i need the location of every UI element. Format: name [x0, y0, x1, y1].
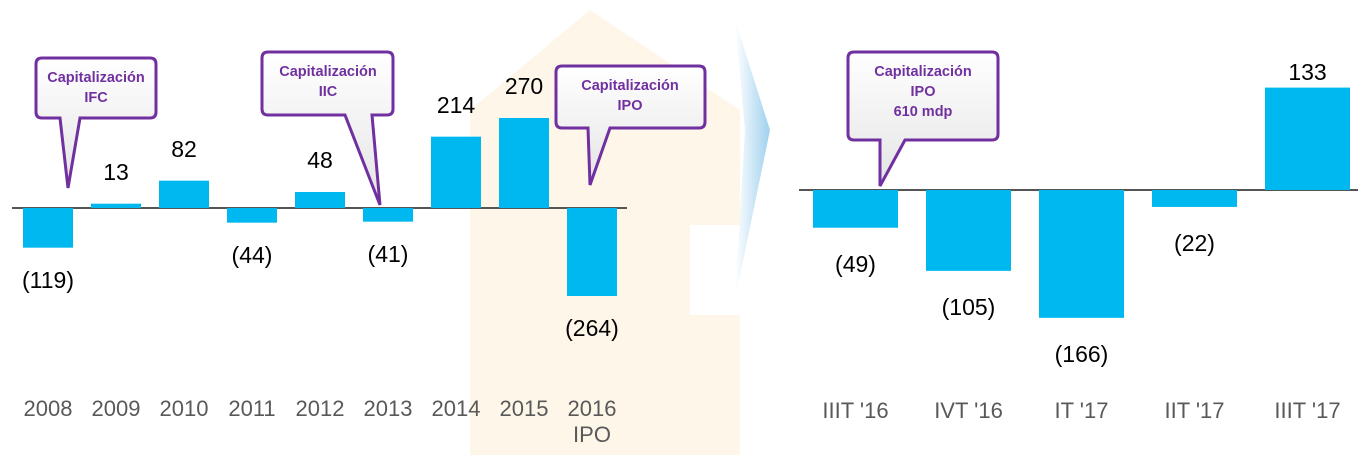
value-label: (264)	[565, 315, 619, 341]
x-tick-label: 2009	[91, 396, 141, 421]
value-label: (49)	[835, 250, 876, 277]
callout-text: IIC	[319, 84, 338, 100]
value-label: (166)	[1054, 340, 1109, 367]
value-label: (44)	[231, 241, 273, 268]
bar	[91, 203, 141, 208]
callout-text: Capitalización	[47, 70, 145, 86]
callout-text: IPO	[911, 84, 936, 100]
bar	[926, 190, 1011, 271]
value-label: 214	[436, 91, 476, 118]
x-tick-label: IIT '17	[1164, 398, 1225, 423]
background-window	[690, 225, 740, 315]
callout-text: IFC	[84, 90, 108, 106]
x-tick-label: IIIT '17	[1274, 398, 1341, 423]
x-tick-label: 2016 IPO	[567, 396, 617, 447]
value-label: 82	[171, 135, 197, 162]
callout-text: IPO	[618, 98, 643, 114]
callout-text: Capitalización	[874, 64, 972, 80]
bar	[431, 136, 481, 208]
value-label: (22)	[1174, 229, 1215, 256]
value-label: 13	[103, 158, 129, 185]
x-tick-label: 2015	[499, 396, 549, 421]
value-label: 48	[307, 147, 333, 173]
callout: Capitalización IPO 610 mdp	[846, 50, 1000, 187]
bar	[295, 192, 345, 208]
value-label: (119)	[22, 266, 74, 293]
callout: Capitalización IPO	[554, 64, 707, 186]
callout-text: 610 mdp	[894, 104, 953, 120]
value-label: (105)	[941, 293, 996, 320]
arrow-chevron	[735, 20, 770, 300]
x-tick-label: 2010	[159, 396, 209, 421]
bar	[159, 180, 209, 208]
bar	[363, 208, 413, 222]
x-tick-label: 2008	[23, 396, 73, 421]
bar	[1265, 87, 1350, 190]
bar	[227, 208, 277, 223]
x-tick-label: 2013	[363, 396, 413, 421]
callout: Capitalización IIC	[260, 50, 395, 206]
bar	[23, 208, 73, 248]
bar	[1039, 190, 1124, 318]
callout: Capitalización IFC	[34, 56, 158, 189]
value-label: 270	[504, 73, 544, 99]
value-label: 133	[1288, 58, 1327, 85]
x-tick-label: 2014	[431, 396, 481, 421]
x-tick-label: IT '17	[1054, 398, 1109, 423]
x-tick-label: 2011	[228, 396, 276, 421]
bar	[567, 208, 617, 296]
callout-text: Capitalización	[581, 78, 679, 94]
x-tick-label: IVT '16	[934, 398, 1003, 423]
x-tick-label: IIIT '16	[822, 398, 889, 423]
callout-text: Capitalización	[279, 64, 377, 80]
x-tick-label: 2012	[295, 396, 345, 421]
value-label: (41)	[367, 240, 409, 267]
bar	[499, 118, 549, 208]
bar	[813, 190, 898, 228]
bar	[1152, 190, 1237, 207]
